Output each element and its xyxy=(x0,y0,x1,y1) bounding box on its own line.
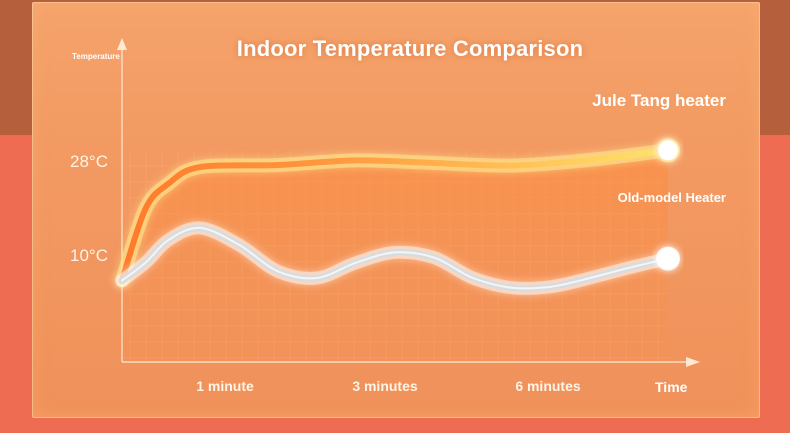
series-line-jule-tang xyxy=(119,147,671,284)
y-tick-10: 10°C xyxy=(70,246,108,265)
series-label-jule-tang: Jule Tang heater xyxy=(592,91,726,110)
y-axis-arrow xyxy=(117,38,127,50)
y-axis-label: Temperature xyxy=(72,52,120,61)
x-tick-1-minute: 1 minute xyxy=(196,378,254,394)
axes xyxy=(117,38,700,367)
series-label-old-model: Old-model Heater xyxy=(617,190,726,205)
x-tick-6-minutes: 6 minutes xyxy=(515,378,581,394)
end-point-old-model xyxy=(656,246,680,271)
y-tick-28: 28°C xyxy=(70,152,108,171)
x-axis-arrow xyxy=(686,357,700,367)
end-point-jule-tang xyxy=(656,138,680,163)
x-tick-3-minutes: 3 minutes xyxy=(352,378,418,394)
chart-title: Indoor Temperature Comparison xyxy=(236,36,584,61)
series-line-highlight xyxy=(121,226,669,290)
x-axis-label: Time xyxy=(655,379,688,395)
